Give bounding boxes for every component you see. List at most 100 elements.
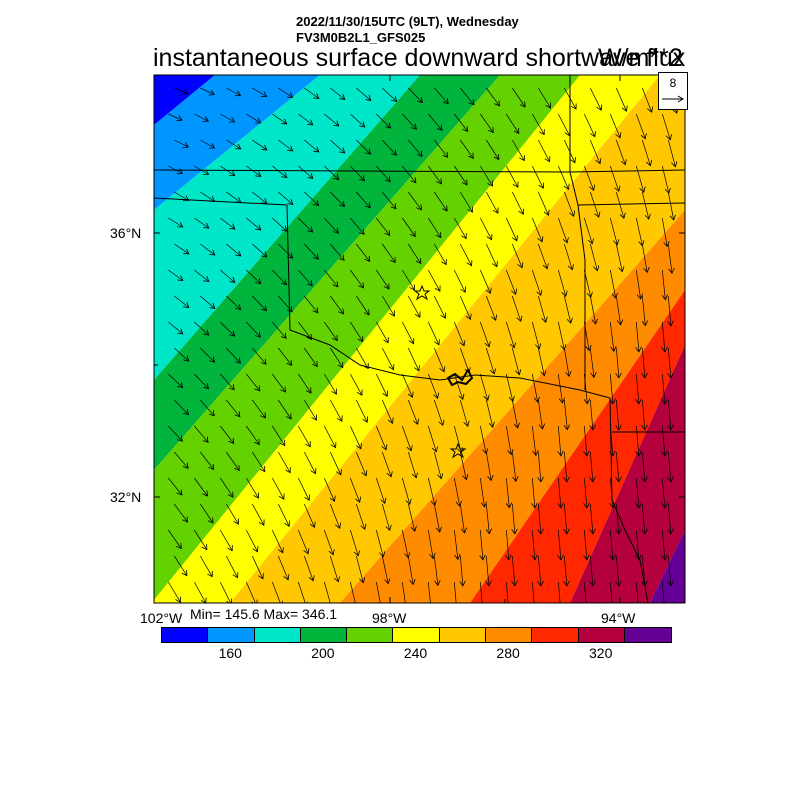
wind-vector — [408, 243, 420, 264]
wind-vector — [453, 321, 464, 346]
wind-vector — [609, 321, 614, 351]
wind-vector — [355, 399, 367, 422]
reference-vector-arrow — [662, 95, 684, 103]
wind-vector — [220, 217, 234, 229]
wind-vector — [298, 165, 312, 179]
wind-vector — [272, 425, 284, 446]
wind-vector — [272, 269, 286, 285]
wind-vector — [168, 581, 180, 602]
wind-vector — [226, 503, 238, 524]
wind-vector — [382, 87, 396, 102]
wind-vector — [168, 217, 182, 227]
wind-vector — [408, 87, 422, 103]
wind-vector — [252, 451, 264, 472]
wind-vector — [272, 217, 286, 231]
wind-vector — [616, 451, 619, 482]
wind-vector — [434, 139, 447, 157]
wind-vector — [272, 113, 286, 124]
wind-vector — [246, 269, 260, 284]
wind-vector — [350, 321, 362, 342]
wind-vector — [564, 555, 567, 586]
wind-vector — [532, 529, 535, 560]
wind-vector — [200, 399, 214, 416]
wind-vector — [563, 347, 569, 376]
legend-swatch — [393, 628, 440, 642]
wind-vector — [635, 113, 645, 139]
wind-vector — [356, 191, 370, 208]
wind-vector — [661, 113, 670, 140]
wind-vector — [564, 451, 567, 482]
lake-texoma — [446, 367, 474, 387]
wind-vector — [480, 529, 483, 560]
legend-swatch — [578, 628, 625, 642]
wind-vector — [168, 425, 182, 441]
lon-label-98w: 98°W — [372, 610, 407, 626]
wind-vector — [486, 503, 489, 534]
wind-vector — [226, 295, 240, 310]
wind-vector — [200, 191, 214, 201]
wind-vector — [376, 321, 388, 343]
wind-vector — [168, 165, 182, 174]
wind-vector — [433, 347, 444, 372]
wind-vector — [356, 243, 369, 261]
wind-vector — [454, 217, 466, 239]
wind-vector — [174, 295, 188, 308]
wind-vector — [564, 503, 567, 534]
flux-bands — [154, 75, 685, 603]
wind-vector — [252, 399, 265, 418]
wind-vector — [168, 269, 182, 281]
wind-vector — [174, 347, 188, 361]
wind-vector — [427, 581, 431, 603]
wind-vector — [324, 113, 338, 126]
wind-vector — [668, 555, 671, 586]
wind-vector — [402, 165, 416, 183]
wind-vector — [609, 165, 618, 191]
wind-vector — [408, 191, 421, 210]
wind-vector — [460, 191, 472, 212]
wind-vector — [538, 503, 541, 534]
wind-vector — [252, 191, 266, 204]
wind-vector — [200, 451, 213, 469]
wind-vector — [454, 113, 467, 131]
wind-vector — [662, 529, 665, 560]
model-run-header: FV3M0B2L1_GFS025 — [296, 30, 426, 45]
wind-vector — [375, 373, 387, 396]
wind-vector — [246, 373, 260, 391]
wind-vector — [453, 581, 457, 603]
wind-vector — [401, 373, 412, 397]
wind-vector — [330, 399, 342, 421]
wind-vector — [277, 503, 289, 526]
wind-vector — [382, 243, 395, 263]
wind-vector — [356, 139, 370, 154]
wind-vector — [200, 347, 214, 362]
wind-vector — [408, 139, 422, 156]
wind-vector — [298, 217, 312, 232]
wind-vector — [350, 217, 364, 234]
wind-vector — [479, 217, 491, 240]
wind-vector — [278, 451, 290, 473]
wind-vector — [641, 87, 651, 112]
wind-vector — [271, 581, 281, 603]
wind-vector — [557, 373, 562, 403]
wind-vector — [557, 581, 561, 603]
wind-vector — [512, 555, 515, 586]
wind-vector — [506, 165, 518, 187]
wind-vector — [356, 295, 369, 315]
wind-vector — [635, 269, 640, 299]
wind-vector — [636, 321, 639, 352]
wind-vector — [459, 503, 464, 533]
wind-vector — [278, 139, 292, 151]
wind-vector — [584, 373, 587, 404]
wind-vector — [589, 243, 597, 271]
wind-vector — [376, 269, 389, 289]
wind-vector — [200, 295, 214, 309]
wind-vector — [479, 581, 483, 603]
wind-vector — [459, 243, 471, 266]
wind-vector — [408, 295, 420, 317]
wind-vector — [479, 373, 487, 400]
wind-vector — [668, 347, 671, 378]
wind-vector — [583, 165, 593, 190]
wind-vector — [381, 503, 389, 530]
field-units: W/m**2 — [598, 44, 683, 72]
